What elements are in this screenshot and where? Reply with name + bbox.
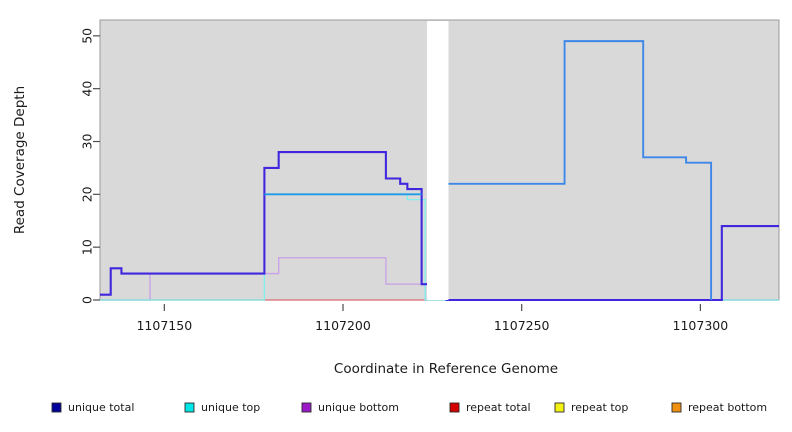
x-axis-title: Coordinate in Reference Genome: [334, 361, 558, 377]
y-axis-title: Read Coverage Depth: [12, 86, 28, 234]
series-line: [100, 151, 779, 302]
y-tick-label: 30: [80, 134, 95, 150]
legend-swatch: [671, 402, 682, 413]
y-tick-label: 20: [80, 186, 95, 202]
x-tick-label: 1107250: [494, 318, 550, 333]
y-tick-label: 10: [80, 239, 95, 255]
legend-swatch: [184, 402, 195, 413]
series-line: [446, 40, 713, 300]
missing-data-gaps: [426, 21, 449, 300]
x-tick-label: 1107150: [136, 318, 192, 333]
legend-label: unique total: [68, 401, 134, 414]
legend-swatch: [51, 402, 62, 413]
legend-label: unique bottom: [318, 401, 399, 414]
data-gap: [426, 21, 449, 300]
legend-label: repeat bottom: [688, 401, 767, 414]
legend-label: unique top: [201, 401, 260, 414]
y-tick-label: 40: [80, 81, 95, 97]
axes: 0 10 20 30 40 50 1107150 1107200 1107250 1107300: [80, 28, 729, 333]
legend-swatch: [301, 402, 312, 413]
y-tick-label: 50: [80, 28, 95, 44]
legend-swatch: [554, 402, 565, 413]
legend-swatch: [449, 402, 460, 413]
legend: unique total unique top unique bottom repea…: [51, 401, 767, 414]
y-tick-label: 0: [80, 296, 95, 304]
legend-label: repeat total: [466, 401, 531, 414]
x-tick-label: 1107300: [673, 318, 729, 333]
legend-label: repeat top: [571, 401, 628, 414]
x-tick-label: 1107200: [315, 318, 371, 333]
